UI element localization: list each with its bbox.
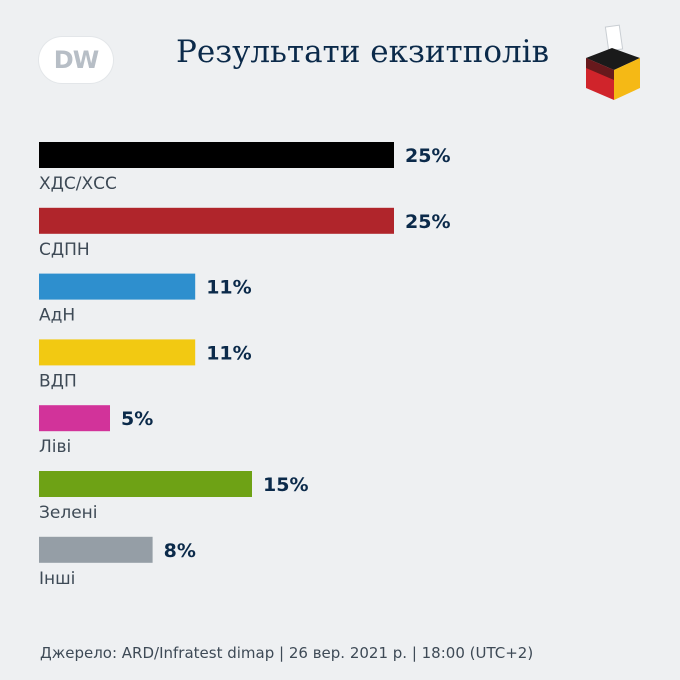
bar-5	[39, 471, 252, 497]
bar-1	[39, 207, 394, 234]
value-label-1: 25%	[405, 211, 450, 233]
value-label-5: 15%	[263, 474, 308, 496]
bar-3	[39, 339, 196, 366]
category-label-5: Зелені	[39, 503, 98, 523]
ballot-box-icon	[586, 24, 640, 100]
bar-6	[39, 536, 153, 563]
category-label-6: Інші	[39, 569, 75, 589]
category-label-3: ВДП	[39, 371, 77, 391]
dw-logo-text: DW	[53, 46, 99, 74]
source-note: Джерело: ARD/Infratest dimap | 26 вер. 2…	[40, 644, 534, 662]
value-label-2: 11%	[206, 277, 251, 299]
category-label-0: ХДС/ХСС	[39, 174, 117, 194]
chart-title: Результати екзитполів	[176, 34, 550, 70]
value-label-4: 5%	[121, 408, 153, 430]
category-label-1: СДПН	[39, 240, 90, 260]
bar-0	[39, 142, 394, 168]
category-label-2: АдН	[39, 306, 75, 326]
bar-2	[39, 273, 196, 300]
value-label-6: 8%	[164, 540, 196, 562]
value-label-3: 11%	[206, 342, 251, 364]
bar-chart: 25% ХДС/ХСС 25% СДПН 11% АдН 11% ВДП 5% Ліві 15% Зе…	[39, 142, 450, 589]
value-label-0: 25%	[405, 145, 450, 167]
dw-logo: DW	[39, 37, 113, 83]
bar-4	[39, 405, 110, 432]
category-label-4: Ліві	[39, 437, 71, 457]
